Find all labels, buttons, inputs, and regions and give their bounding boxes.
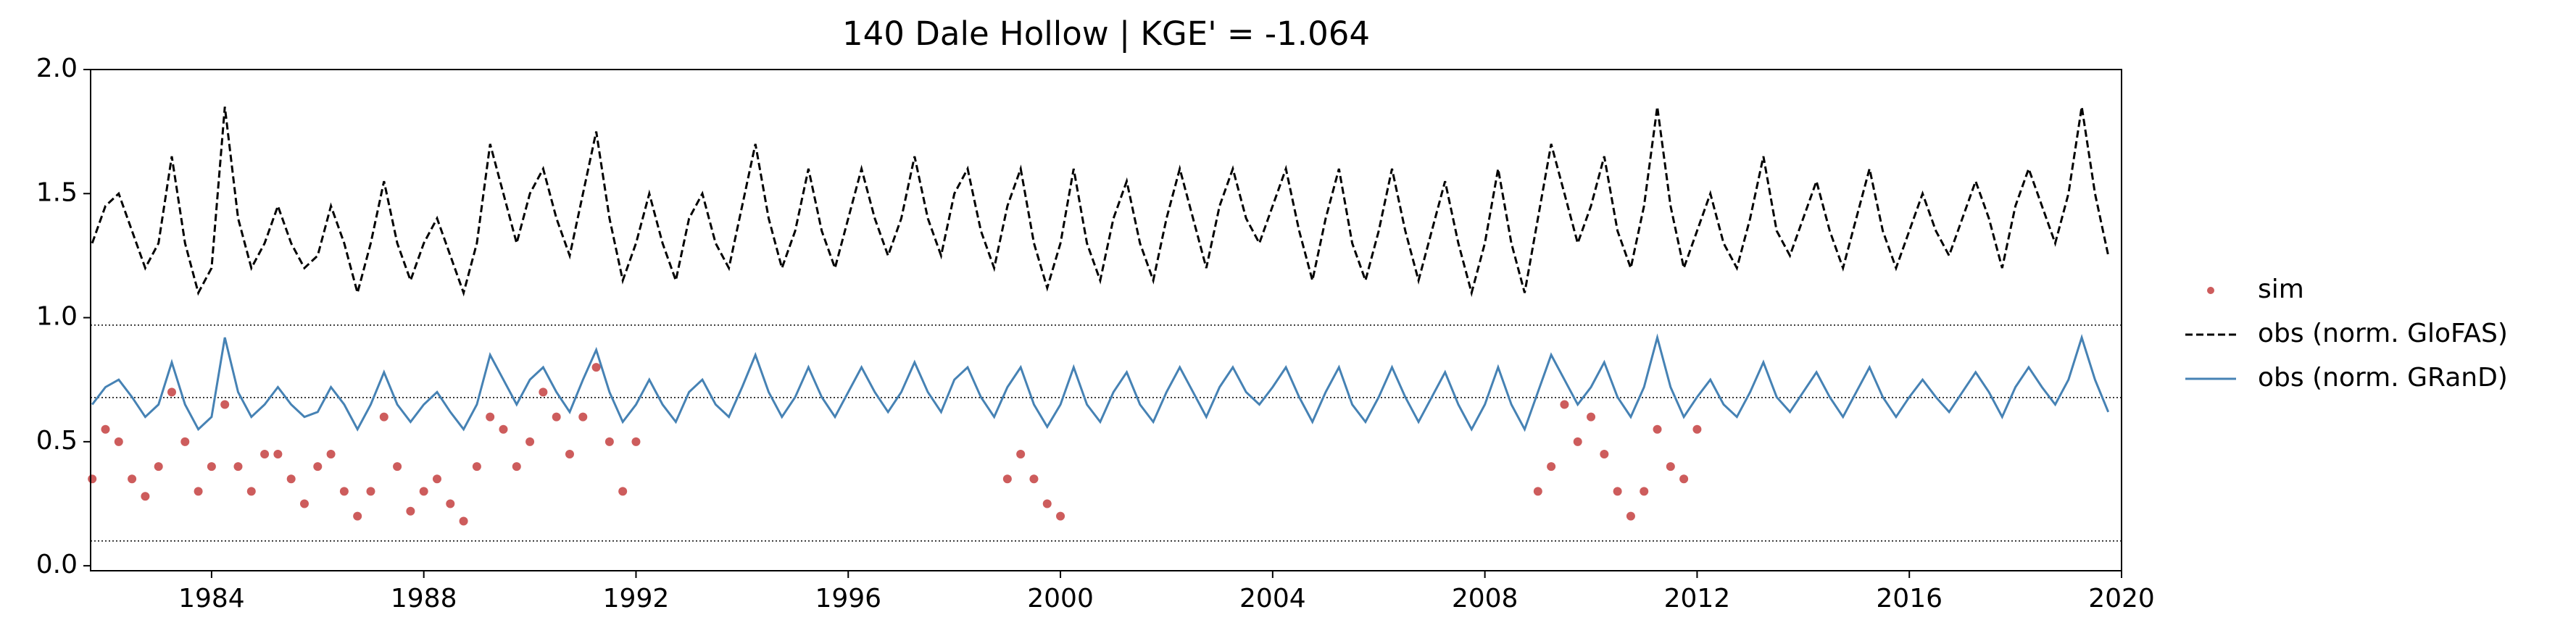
x-tick-label: 2004 (1239, 584, 1306, 613)
series-line (91, 333, 2110, 432)
legend-label: obs (norm. GloFAS) (2258, 319, 2508, 348)
sim-point (1587, 412, 1596, 422)
sim-point (220, 400, 230, 409)
sim-point (313, 462, 323, 472)
sim-point (1002, 474, 1012, 484)
sim-point (366, 487, 375, 496)
sim-point (618, 487, 628, 496)
sim-point (1056, 511, 1065, 521)
y-tick-label: 1.5 (36, 177, 78, 207)
sim-point (1613, 487, 1622, 496)
y-tick-label: 2.0 (36, 54, 78, 83)
sim-point (512, 462, 521, 472)
sim-point (419, 487, 428, 496)
series-line (91, 106, 2110, 298)
x-tick-label: 2012 (1664, 584, 1731, 613)
x-tick-label: 1996 (815, 584, 881, 613)
sim-point (459, 516, 468, 526)
sim-point (207, 462, 216, 472)
sim-point (194, 487, 203, 496)
plot-frame (90, 69, 2122, 571)
y-tick-label: 0.5 (36, 426, 78, 456)
sim-point (578, 412, 588, 422)
x-tick-label: 1984 (178, 584, 245, 613)
sim-point (233, 462, 243, 472)
sim-point (1016, 449, 1026, 458)
sim-point (1560, 400, 1569, 409)
sim-point (552, 412, 561, 422)
sim-point (154, 462, 163, 472)
sim-point (486, 412, 495, 422)
x-tick-label: 2020 (2088, 584, 2155, 613)
sim-point (1653, 424, 1662, 434)
sim-point (246, 487, 256, 496)
legend-label: sim (2258, 275, 2304, 304)
sim-point (326, 449, 336, 458)
sim-point (286, 474, 296, 484)
sim-point (525, 437, 535, 446)
sim-point (260, 449, 270, 458)
sim-point (539, 387, 548, 397)
sim-point (591, 363, 601, 372)
sim-point (1533, 487, 1542, 496)
sim-point (1029, 474, 1039, 484)
sim-point (472, 462, 481, 472)
y-tick-label: 0.0 (36, 550, 78, 579)
x-tick-label: 2008 (1452, 584, 1518, 613)
x-tick-label: 1992 (603, 584, 670, 613)
x-tick-label: 1988 (391, 584, 457, 613)
sim-point (1626, 511, 1635, 521)
sim-point (1573, 437, 1582, 446)
sim-point (101, 424, 110, 434)
sim-point (1600, 449, 1609, 458)
sim-point (1666, 462, 1675, 472)
x-tick-label: 2000 (1027, 584, 1094, 613)
sim-point (446, 499, 455, 508)
sim-point (1042, 499, 1052, 508)
sim-point (499, 424, 508, 434)
x-tick-label: 2016 (1876, 584, 1943, 613)
legend-label: obs (norm. GRanD) (2258, 363, 2508, 393)
sim-point (406, 506, 415, 516)
sim-point (299, 499, 309, 508)
chart-title: 140 Dale Hollow | KGE' = -1.064 (842, 14, 1370, 53)
sim-point (393, 462, 402, 472)
sim-point (273, 449, 283, 458)
sim-point (379, 412, 389, 422)
sim-point (631, 437, 641, 446)
sim-point (1692, 424, 1702, 434)
y-tick-label: 1.0 (36, 302, 78, 332)
sim-point (1640, 487, 1649, 496)
sim-point (339, 487, 349, 496)
sim-point (128, 474, 137, 484)
sim-point (141, 492, 150, 501)
sim-point (565, 449, 574, 458)
sim-point (88, 474, 97, 484)
sim-point (353, 511, 362, 521)
sim-point (1547, 462, 1556, 472)
sim-point (114, 437, 123, 446)
sim-point (180, 437, 190, 446)
sim-point (167, 387, 176, 397)
sim-point (604, 437, 614, 446)
sim-point (432, 474, 441, 484)
sim-point (1679, 474, 1689, 484)
legend-marker (2207, 287, 2214, 294)
